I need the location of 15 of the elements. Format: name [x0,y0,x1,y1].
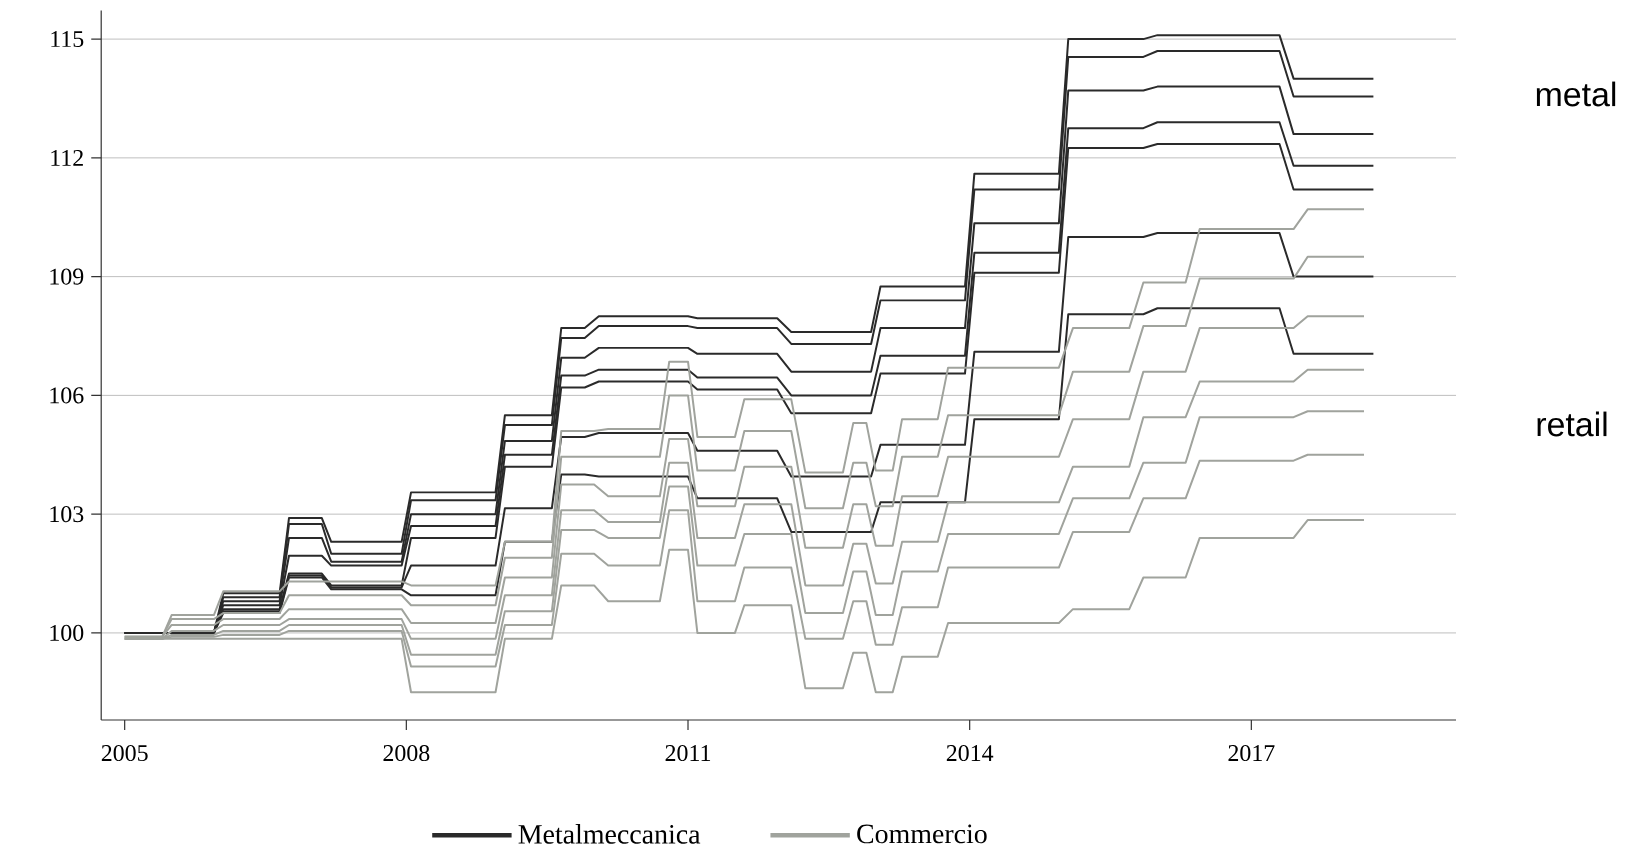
y-tick-label: 109 [50,268,84,285]
y-tick-label: 100 [50,624,84,641]
x-tick-label: 2011 [665,744,711,762]
text: retail [1537,411,1607,437]
legend-label: Commercio [857,824,987,844]
y-tick-label: 106 [50,387,84,404]
x-tick-label: 2017 [1228,744,1275,762]
y-tick-label: 103 [50,506,84,523]
y-tick-label: 115 [51,31,84,48]
legend-label: Metalmeccanica [518,824,701,844]
x-tick-label: 2005 [101,744,148,762]
y-tick-label: 112 [51,149,83,166]
x-tick-label: 2014 [946,744,994,762]
text: metal [1536,81,1616,107]
x-tick-label: 2008 [383,744,430,762]
